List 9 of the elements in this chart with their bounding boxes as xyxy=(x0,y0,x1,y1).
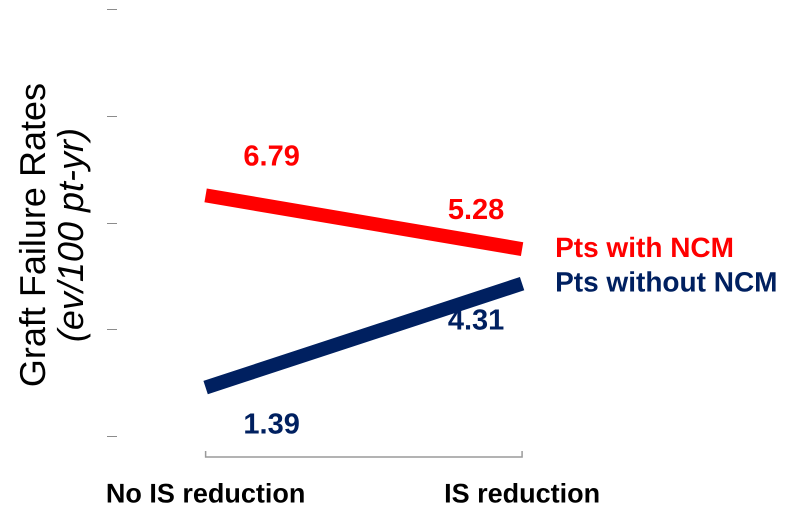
series-label: Pts with NCM xyxy=(555,232,734,263)
data-label: 4.31 xyxy=(448,304,504,337)
x-tick-label: IS reduction xyxy=(444,478,600,509)
series-label: Pts without NCM xyxy=(555,266,778,298)
data-label: 6.79 xyxy=(243,140,300,172)
data-label: 1.39 xyxy=(243,408,300,441)
x-tick-label: No IS reduction xyxy=(106,478,306,509)
data-label: 5.28 xyxy=(448,194,504,226)
y-axis-title: Graft Failure Rates (ev/100 pt-yr) xyxy=(12,82,91,388)
